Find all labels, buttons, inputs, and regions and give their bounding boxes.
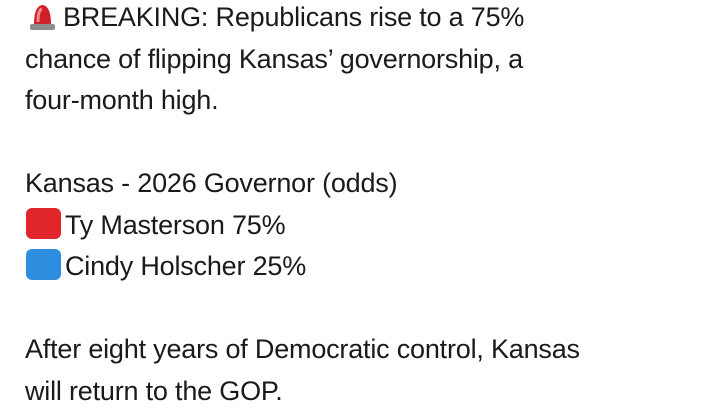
post: BREAKING: Republicans rise to a 75% chan…	[25, 0, 715, 412]
headline-text: BREAKING: Republicans rise to a 75%	[63, 2, 525, 32]
candidate-row: Ty Masterson 75%	[25, 205, 715, 247]
headline-line: chance of flipping Kansas’ governorship,…	[25, 43, 523, 74]
siren-icon	[30, 5, 55, 30]
blue-square-icon	[26, 249, 61, 280]
candidate-odds: 25%	[252, 251, 307, 281]
spacer	[25, 122, 715, 164]
candidate-odds: 75%	[231, 209, 286, 240]
market-title: Kansas - 2026 Governor (odds)	[25, 168, 398, 198]
closing-line: After eight years of Democratic control,…	[25, 334, 580, 364]
closing-line: will return to the GOP.	[25, 375, 283, 406]
red-square-icon	[26, 207, 61, 239]
candidate-name: Ty Masterson	[65, 209, 225, 240]
candidate-row: Cindy Holscher 25%	[25, 246, 715, 288]
headline-line: four-month high.	[25, 85, 219, 115]
spacer	[25, 288, 715, 330]
headline-line: BREAKING: Republicans rise to a 75%	[25, 0, 715, 39]
candidate-name: Cindy Holscher	[65, 251, 246, 281]
